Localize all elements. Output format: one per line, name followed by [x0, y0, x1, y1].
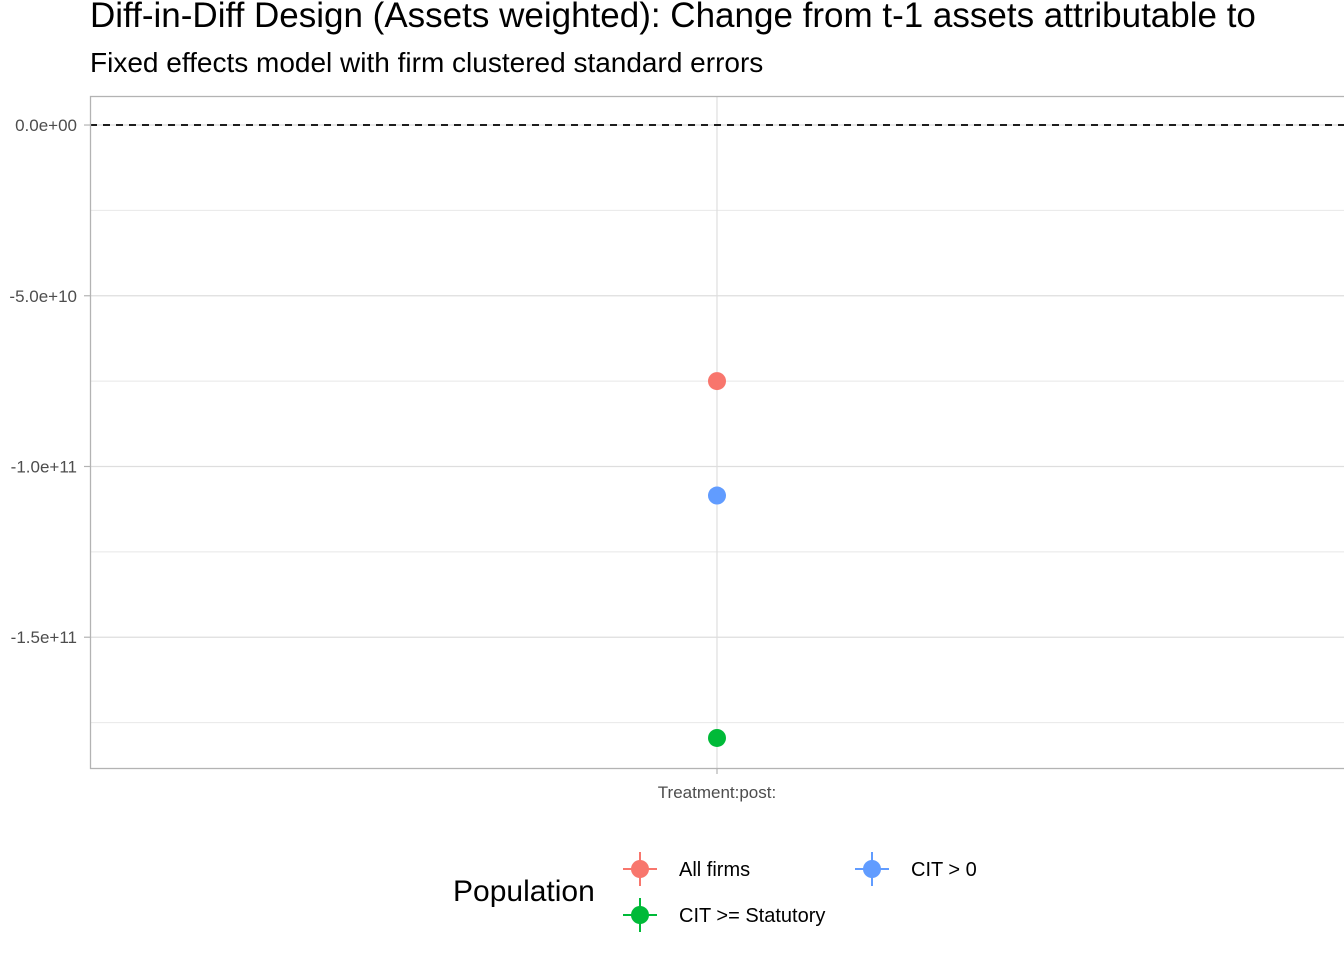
legend-label: CIT >= Statutory — [679, 905, 825, 927]
y-tick-label: -1.0e+11 — [11, 457, 77, 476]
y-tick-label: -5.0e+10 — [9, 287, 77, 306]
y-tick-label: -1.5e+11 — [11, 628, 77, 647]
chart-subtitle: Fixed effects model with firm clustered … — [90, 47, 764, 78]
legend: All firms CIT > 0 CIT >= Statutory — [623, 852, 977, 932]
plot-panel-border — [89, 95, 1344, 770]
legend-title: Population — [453, 875, 595, 908]
data-point — [708, 372, 726, 391]
data-points — [708, 372, 726, 747]
legend-item: CIT > 0 — [855, 852, 977, 886]
legend-key-point — [631, 860, 649, 878]
legend-label: All firms — [679, 859, 750, 881]
legend-key-point — [631, 906, 649, 924]
legend-key-point — [863, 860, 881, 878]
legend-label: CIT > 0 — [911, 859, 977, 881]
legend-item: All firms — [623, 852, 750, 886]
y-tick-label: 0.0e+00 — [15, 116, 77, 135]
x-tick-label: Treatment:post: — [658, 783, 776, 802]
grid-lines — [90, 96, 1344, 768]
data-point — [708, 728, 726, 747]
y-axis: 0.0e+00 -5.0e+10 -1.0e+11 -1.5e+11 — [9, 116, 90, 647]
data-point — [708, 486, 726, 505]
legend-item: CIT >= Statutory — [623, 898, 825, 932]
x-axis: Treatment:post: — [658, 768, 776, 802]
chart-title: Diff-in-Diff Design (Assets weighted): C… — [90, 0, 1256, 35]
